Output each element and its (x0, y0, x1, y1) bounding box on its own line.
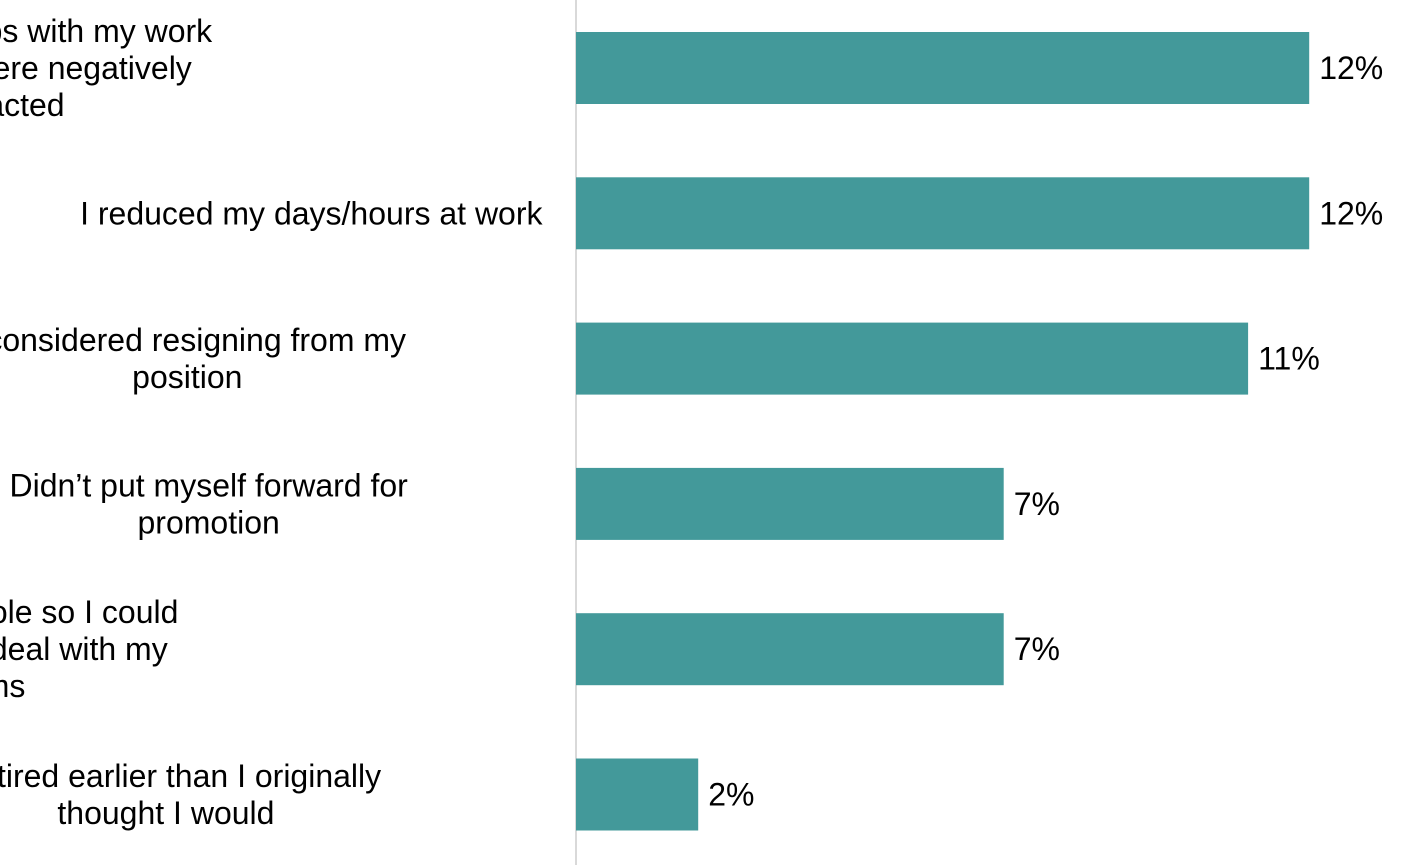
category-label-line: Didn’t put myself forward for (9, 467, 408, 503)
category-label-6: I retired earlier than I originallythoug… (0, 758, 381, 831)
bar-5 (576, 613, 1004, 686)
value-label-4: 7% (1014, 486, 1060, 522)
category-label-line: I changed my job role so I could (0, 594, 178, 630)
value-label-1: 12% (1319, 50, 1383, 86)
value-label-2: 12% (1319, 195, 1383, 231)
category-label-line: impacted (0, 87, 65, 123)
bar-2 (576, 177, 1310, 250)
category-label-line: I considered resigning from my (0, 322, 406, 358)
bars-group (576, 32, 1310, 831)
category-label-1: My relationships with my workcolleagues … (0, 13, 213, 123)
bar-1 (576, 32, 1310, 104)
value-labels-group: 12% 12% 11% 7% 7% 2% (708, 50, 1383, 813)
category-label-3: I considered resigning from my position (0, 322, 406, 395)
bar-4 (576, 467, 1004, 540)
value-label-3: 11% (1258, 341, 1320, 377)
value-label-6: 2% (708, 777, 754, 813)
value-label-5: 7% (1014, 631, 1060, 667)
category-label-line: I retired earlier than I originally (0, 758, 381, 794)
category-label-line: I reduced my days/hours at work (80, 195, 543, 231)
category-label-line: symptoms (0, 668, 25, 704)
category-label-line: position (132, 359, 242, 395)
category-label-line: promotion (138, 504, 280, 540)
category-label-5: I changed my job role so I couldbetter m… (0, 594, 178, 704)
category-label-4: Didn’t put myself forward for promotion (9, 467, 408, 540)
bar-3 (576, 322, 1249, 395)
category-label-line: thought I would (57, 795, 274, 831)
category-label-line: My relationships with my work (0, 13, 213, 49)
bar-6 (576, 758, 699, 831)
category-labels-group: My relationships with my workcolleagues … (0, 13, 544, 831)
category-label-line: colleagues were negatively (0, 50, 192, 86)
category-label-2: I reduced my days/hours at work (80, 195, 543, 231)
